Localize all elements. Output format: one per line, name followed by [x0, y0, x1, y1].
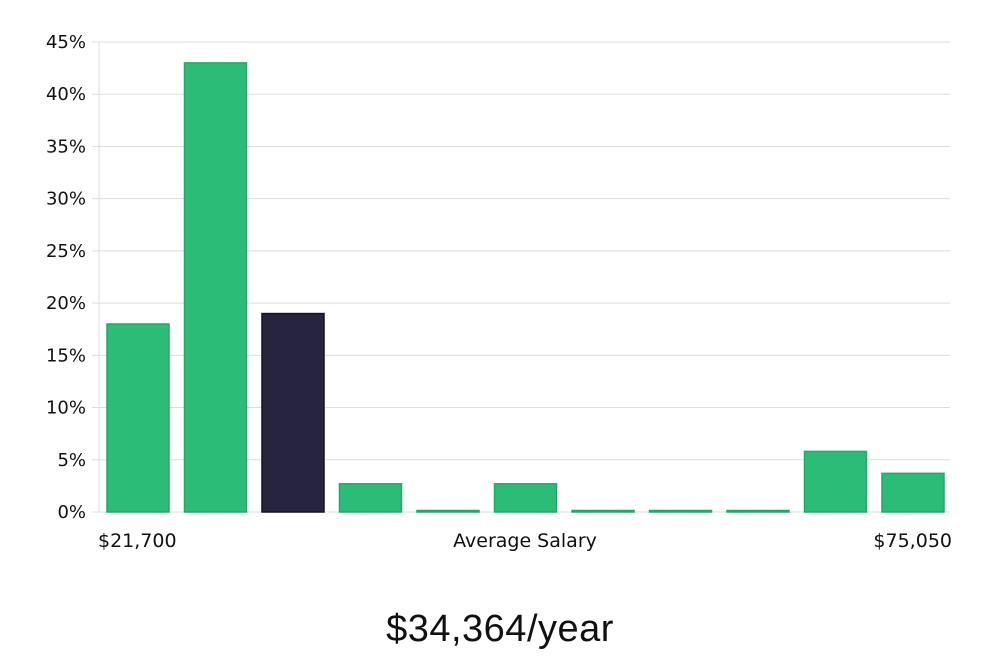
y-tick-label-40: 40%: [46, 84, 86, 105]
bar-1: [183, 62, 248, 513]
bar-9: [803, 450, 868, 513]
bar-highlighted-2: [261, 312, 325, 513]
bar-4: [416, 509, 480, 513]
y-tick-labels: 0% 5% 10% 15% 20% 25% 30% 35% 40% 45%: [46, 32, 86, 523]
x-axis-label: Average Salary: [453, 530, 597, 552]
y-tick-label-45: 45%: [46, 32, 86, 53]
y-tick-label-0: 0%: [57, 502, 86, 523]
bars: [106, 62, 945, 513]
bar-5: [493, 483, 558, 513]
x-min-label: $21,700: [98, 530, 177, 552]
bar-3: [338, 483, 403, 513]
y-tick-label-30: 30%: [46, 189, 86, 210]
bar-6: [571, 509, 635, 513]
y-tick-label-10: 10%: [46, 398, 86, 419]
y-tick-label-35: 35%: [46, 136, 86, 157]
salary-histogram: 0% 5% 10% 15% 20% 25% 30% 35% 40% 45% $21,700 Ave…: [46, 32, 952, 552]
average-salary-headline: $34,364/year: [386, 608, 614, 650]
bar-10: [881, 472, 945, 513]
bar-0: [106, 323, 170, 513]
x-max-label: $75,050: [873, 530, 952, 552]
y-tick-label-5: 5%: [57, 450, 86, 471]
bar-7: [648, 509, 713, 513]
bar-8: [726, 509, 790, 513]
y-tick-label-20: 20%: [46, 293, 86, 314]
y-tick-label-25: 25%: [46, 241, 86, 262]
y-tick-label-15: 15%: [46, 345, 86, 366]
